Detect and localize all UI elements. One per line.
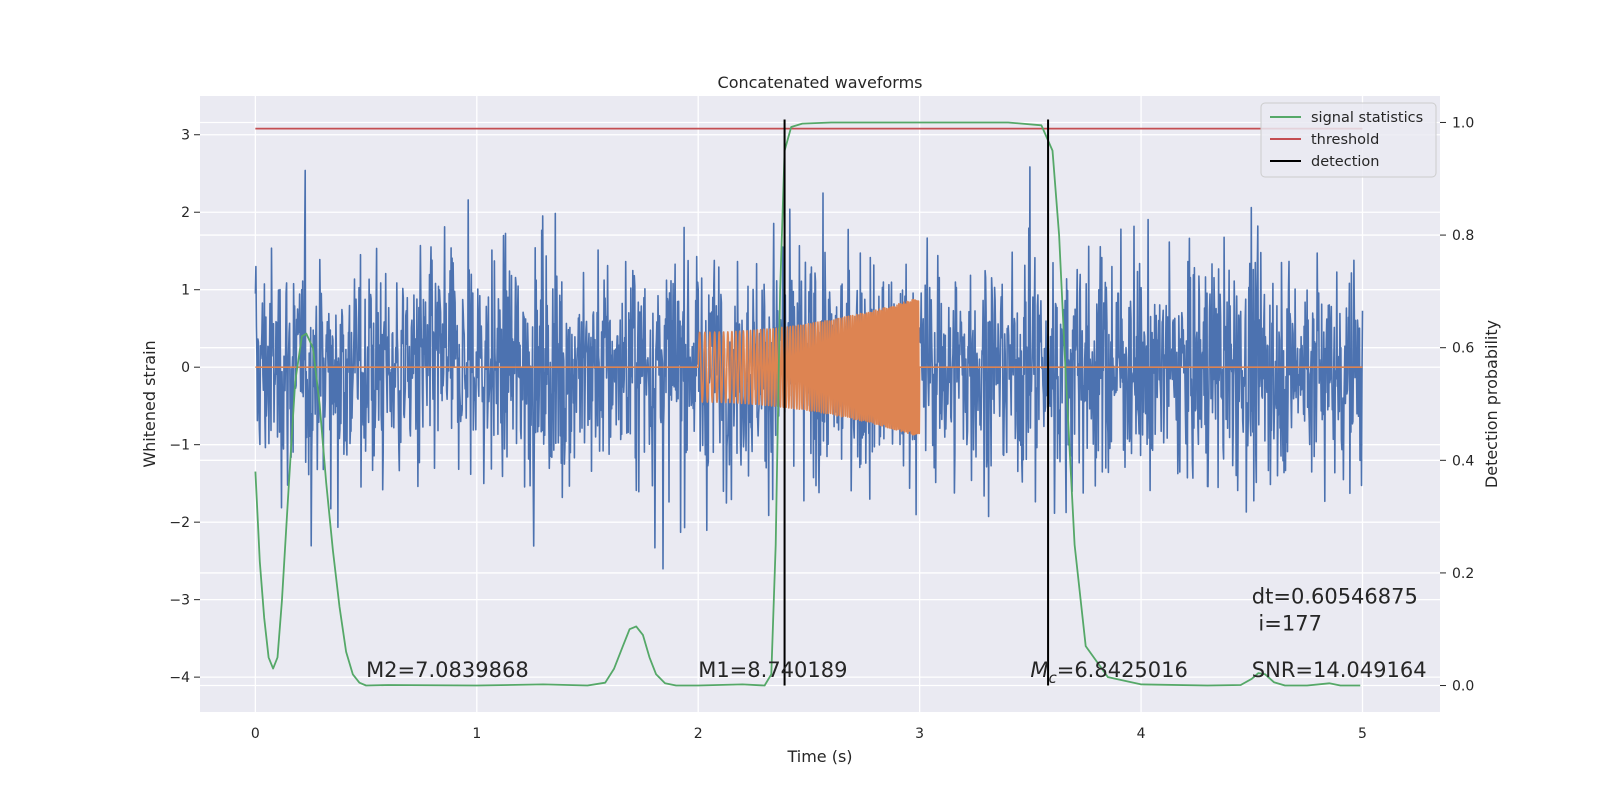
x-tick-label: 3 xyxy=(915,726,924,742)
y2-tick-label: 0.6 xyxy=(1452,341,1474,357)
y-tick-label: −1 xyxy=(169,438,190,454)
y-tick-label: 2 xyxy=(181,205,190,221)
x-axis-title: Time (s) xyxy=(786,747,852,766)
series-layer xyxy=(254,166,1364,570)
legend: signal statistics threshold detection xyxy=(1260,102,1437,178)
chart-title: Concatenated waveforms xyxy=(718,73,923,92)
legend-box xyxy=(1260,102,1437,178)
y-tick-label: −3 xyxy=(169,593,190,609)
annotation: Mc=6.8425016 xyxy=(1030,658,1188,687)
y-tick-label: 0 xyxy=(181,360,190,376)
signal-statistics-line xyxy=(254,121,1361,687)
y2-tick-label: 0.8 xyxy=(1452,228,1474,244)
annotation: SNR=14.049164 xyxy=(1252,658,1427,682)
annotation: i=177 xyxy=(1258,612,1322,636)
y2-axis-title: Detection probability xyxy=(1482,320,1501,488)
annotation: M1=8.740189 xyxy=(698,658,847,682)
y-tick-label: −2 xyxy=(169,515,190,531)
x-tick-label: 0 xyxy=(251,726,260,742)
y-tick-label: 3 xyxy=(181,128,190,144)
x-tick-label: 5 xyxy=(1358,726,1367,742)
y2-tick-label: 0.2 xyxy=(1452,566,1474,582)
overlay-layer xyxy=(254,119,1363,687)
legend-label-threshold: threshold xyxy=(1311,132,1379,148)
y-axis-title: Whitened strain xyxy=(140,340,159,467)
x-tick-label: 1 xyxy=(472,726,481,742)
legend-label-detection: detection xyxy=(1311,154,1379,170)
y2-tick-label: 0.0 xyxy=(1452,679,1474,695)
ticks-layer: 0 1 2 3 4 5 −4 −3 −2 −1 0 1 2 3 0.0 0.2 0.4 0.6 0.8 1.0 xyxy=(169,115,1474,742)
annotations: M2=7.0839868 M1=8.740189 Mc=6.8425016 SNR=1… xyxy=(366,585,1427,688)
y2-tick-label: 1.0 xyxy=(1452,115,1474,131)
x-tick-label: 2 xyxy=(694,726,703,742)
y2-tick-label: 0.4 xyxy=(1452,453,1474,469)
y-tick-label: 1 xyxy=(181,283,190,299)
template-line xyxy=(255,298,1363,436)
x-tick-label: 4 xyxy=(1137,726,1146,742)
annotation: dt=0.60546875 xyxy=(1252,585,1418,609)
annotation: M2=7.0839868 xyxy=(366,658,529,682)
strain-line xyxy=(254,166,1364,570)
legend-label-signal-statistics: signal statistics xyxy=(1311,110,1423,126)
y-tick-label: −4 xyxy=(169,670,190,686)
